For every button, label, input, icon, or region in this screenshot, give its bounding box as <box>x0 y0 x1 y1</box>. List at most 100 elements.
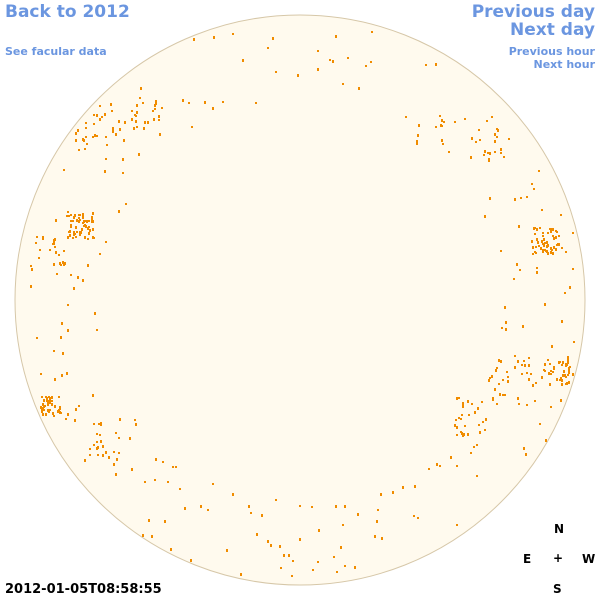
previous-day-link[interactable]: Previous day <box>471 2 595 22</box>
facular-point <box>297 74 299 77</box>
facular-point <box>561 320 563 323</box>
facular-point <box>460 418 462 420</box>
facular-point <box>67 211 69 213</box>
facular-point <box>102 454 104 457</box>
facular-point <box>85 127 87 129</box>
facular-point <box>125 203 127 205</box>
compass-north: N <box>554 522 565 536</box>
facular-point <box>551 345 553 348</box>
facular-point <box>89 229 91 232</box>
facular-point <box>75 132 77 135</box>
previous-hour-link[interactable]: Previous hour <box>508 45 595 58</box>
facular-point <box>190 559 192 562</box>
facular-point <box>507 380 509 383</box>
facular-point <box>75 408 77 411</box>
facular-point <box>88 226 90 228</box>
facular-point <box>67 304 69 306</box>
facular-point <box>193 38 195 41</box>
facular-point <box>49 402 51 404</box>
facular-point <box>549 383 551 386</box>
facular-point <box>504 394 506 396</box>
facular-point <box>53 239 55 242</box>
facular-point <box>458 397 460 399</box>
facular-point <box>376 520 378 523</box>
facular-point <box>85 225 87 228</box>
facular-point <box>76 231 78 233</box>
facular-point <box>70 274 72 276</box>
facular-point <box>552 235 554 237</box>
facular-point <box>470 452 472 454</box>
facular-point <box>488 379 490 382</box>
facular-point <box>521 373 523 375</box>
facular-point <box>292 560 294 562</box>
back-link[interactable]: Back to 2012 <box>5 2 130 22</box>
facular-point <box>344 505 346 508</box>
facular-point <box>538 170 540 172</box>
facular-point <box>562 361 564 364</box>
facular-point <box>113 451 115 453</box>
facular-point <box>374 535 376 538</box>
facular-point <box>499 393 501 396</box>
facular-point <box>133 127 135 130</box>
facular-point <box>61 374 63 377</box>
facular-point <box>561 247 563 249</box>
facular-point <box>49 249 51 251</box>
facular-point <box>92 212 94 215</box>
facular-point <box>555 248 557 251</box>
facular-point <box>92 136 94 138</box>
facular-point <box>479 431 481 434</box>
facular-point <box>72 220 74 222</box>
facular-point <box>122 158 124 161</box>
facular-point <box>538 245 540 247</box>
facular-point <box>38 257 40 259</box>
facular-point <box>565 376 567 378</box>
facular-point <box>552 371 554 373</box>
facular-link[interactable]: See facular data <box>5 45 107 58</box>
facular-point <box>484 215 486 218</box>
facular-point <box>377 509 379 511</box>
facular-point <box>74 419 76 422</box>
facular-point <box>82 279 84 282</box>
facular-point <box>471 137 473 140</box>
facular-point <box>93 123 95 125</box>
facular-point <box>96 447 98 450</box>
facular-point <box>58 396 60 398</box>
facular-point <box>519 269 521 271</box>
facular-point <box>558 235 560 237</box>
facular-point <box>207 509 209 511</box>
next-hour-link[interactable]: Next hour <box>533 58 596 71</box>
facular-point <box>73 231 75 233</box>
facular-point <box>45 413 47 416</box>
facular-point <box>542 235 544 237</box>
facular-point <box>491 375 493 378</box>
facular-point <box>135 423 137 426</box>
facular-point <box>75 226 77 229</box>
facular-point <box>42 413 44 416</box>
facular-point <box>55 251 57 254</box>
facular-point <box>118 437 120 439</box>
facular-point <box>496 403 498 405</box>
facular-point <box>73 216 75 219</box>
facular-point <box>82 216 84 219</box>
facular-point <box>482 421 484 423</box>
facular-point <box>536 271 538 274</box>
facular-point <box>553 237 555 240</box>
facular-point <box>93 114 95 116</box>
facular-point <box>508 138 510 140</box>
facular-point <box>533 188 535 190</box>
facular-point <box>450 456 452 459</box>
facular-point <box>123 139 125 142</box>
facular-point <box>122 172 124 174</box>
facular-point <box>540 247 542 250</box>
next-day-link[interactable]: Next day <box>510 20 595 40</box>
facular-point <box>135 120 137 123</box>
facular-point <box>79 233 81 236</box>
facular-point <box>477 407 479 410</box>
facular-point <box>333 556 335 558</box>
solar-disk <box>14 14 586 586</box>
facular-point <box>528 357 530 359</box>
facular-point <box>518 403 520 405</box>
facular-point <box>131 118 133 121</box>
facular-point <box>79 231 81 234</box>
